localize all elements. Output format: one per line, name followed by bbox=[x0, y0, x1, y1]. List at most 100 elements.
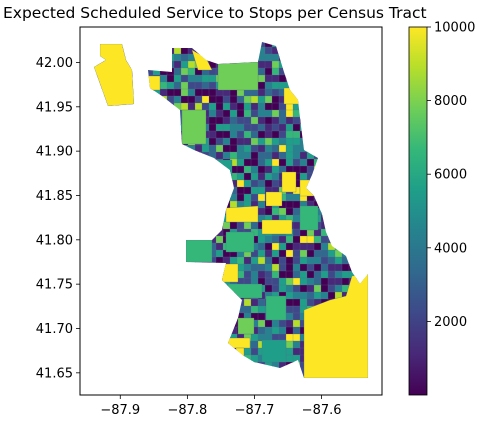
tract bbox=[236, 109, 245, 118]
tract bbox=[285, 249, 294, 258]
tract bbox=[292, 123, 301, 132]
tract bbox=[236, 116, 245, 125]
tract bbox=[222, 144, 231, 153]
tract bbox=[334, 256, 343, 265]
tract bbox=[271, 235, 280, 244]
tract bbox=[264, 326, 273, 335]
tract bbox=[271, 95, 280, 104]
tract bbox=[236, 95, 245, 104]
tract bbox=[180, 102, 189, 111]
tract bbox=[292, 291, 301, 300]
tract bbox=[236, 221, 245, 230]
tract bbox=[292, 249, 301, 258]
tract bbox=[320, 263, 329, 272]
tract bbox=[243, 158, 252, 167]
tract bbox=[194, 88, 203, 97]
tract bbox=[250, 347, 259, 356]
tract bbox=[257, 102, 266, 111]
tract bbox=[271, 53, 280, 62]
tract bbox=[271, 284, 280, 293]
tract bbox=[229, 102, 238, 111]
tract-region bbox=[281, 171, 297, 193]
tract bbox=[285, 123, 294, 132]
tract bbox=[299, 256, 308, 265]
tract bbox=[250, 186, 259, 195]
tract bbox=[299, 375, 308, 378]
tract-region bbox=[237, 317, 255, 335]
tract bbox=[187, 81, 196, 90]
tract bbox=[250, 172, 259, 181]
tract bbox=[264, 284, 273, 293]
tract bbox=[257, 179, 266, 188]
tract bbox=[264, 81, 273, 90]
tract bbox=[257, 312, 266, 321]
tract bbox=[299, 291, 308, 300]
tract bbox=[264, 249, 273, 258]
tract bbox=[292, 333, 301, 342]
tract bbox=[180, 81, 189, 90]
tract bbox=[229, 256, 238, 265]
tract bbox=[271, 270, 280, 279]
tract bbox=[257, 207, 266, 216]
tract bbox=[236, 179, 245, 188]
tract bbox=[215, 109, 224, 118]
tract bbox=[264, 277, 273, 286]
tract bbox=[180, 46, 189, 55]
tract bbox=[285, 137, 294, 146]
tract bbox=[341, 263, 350, 272]
tract bbox=[313, 256, 322, 265]
tract bbox=[180, 88, 189, 97]
tract bbox=[264, 137, 273, 146]
tract bbox=[341, 270, 350, 279]
tract bbox=[229, 151, 238, 160]
tract bbox=[215, 151, 224, 160]
tract bbox=[222, 95, 231, 104]
tract bbox=[236, 123, 245, 132]
tract bbox=[173, 95, 182, 104]
tract bbox=[271, 326, 280, 335]
tract bbox=[341, 277, 350, 286]
tract bbox=[299, 151, 308, 160]
tract bbox=[292, 256, 301, 265]
tract-region bbox=[185, 239, 213, 263]
tract bbox=[208, 144, 217, 153]
tract bbox=[299, 242, 308, 251]
tract bbox=[285, 284, 294, 293]
tract bbox=[292, 207, 301, 216]
tract bbox=[166, 81, 175, 90]
tract bbox=[208, 81, 217, 90]
y-tick-label: 41.90 bbox=[36, 145, 73, 160]
tract bbox=[292, 277, 301, 286]
tract bbox=[271, 256, 280, 265]
tract bbox=[243, 151, 252, 160]
tract bbox=[243, 137, 252, 146]
tract bbox=[243, 186, 252, 195]
tract bbox=[229, 130, 238, 139]
tract bbox=[243, 221, 252, 230]
tract bbox=[264, 179, 273, 188]
tract bbox=[271, 67, 280, 76]
tract bbox=[299, 298, 308, 307]
tract bbox=[229, 144, 238, 153]
tract bbox=[264, 116, 273, 125]
tract bbox=[271, 123, 280, 132]
tract bbox=[250, 333, 259, 342]
tract bbox=[229, 95, 238, 104]
tract bbox=[320, 249, 329, 258]
tract bbox=[278, 242, 287, 251]
tract bbox=[250, 137, 259, 146]
tract bbox=[271, 242, 280, 251]
tract bbox=[278, 109, 287, 118]
tract bbox=[299, 235, 308, 244]
tract bbox=[194, 81, 203, 90]
tract bbox=[299, 249, 308, 258]
tract bbox=[278, 158, 287, 167]
tract bbox=[271, 116, 280, 125]
tract bbox=[222, 151, 231, 160]
tract bbox=[278, 270, 287, 279]
tract bbox=[208, 88, 217, 97]
tract bbox=[187, 74, 196, 83]
tract bbox=[299, 270, 308, 279]
tract bbox=[285, 291, 294, 300]
tract bbox=[299, 165, 308, 174]
